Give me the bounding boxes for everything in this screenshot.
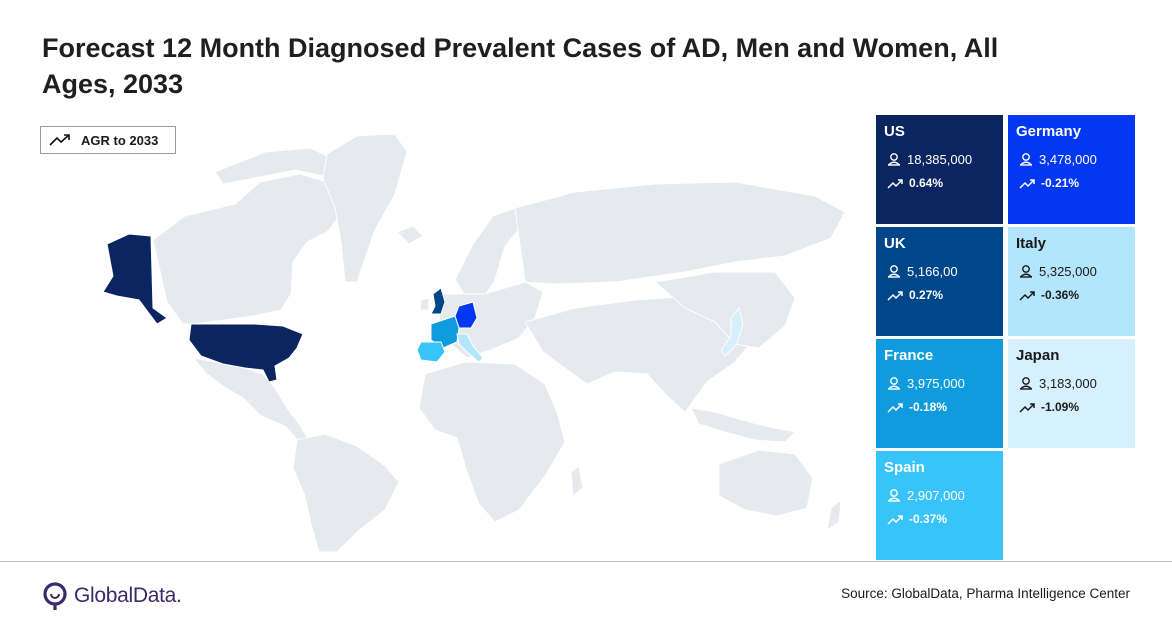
agr-row: -0.36% [1019,285,1135,305]
map-uk [430,287,446,315]
agr-value: -0.18% [909,400,948,414]
trend-up-icon [887,514,903,525]
cases-value: 3,183,000 [1039,375,1097,391]
country-tile-us: US 18,385,000 0.64% [876,115,1003,224]
cases-value: 5,166,00 [907,263,958,279]
logo-text: GlobalData. [74,584,182,607]
agr-row: 0.64% [887,173,1003,193]
cases-row: 3,975,000 [887,373,1003,393]
trend-up-icon [887,178,903,189]
map-italy [456,333,484,363]
cases-value: 5,325,000 [1039,263,1097,279]
southeast-asia [690,407,797,443]
trend-up-icon [887,402,903,413]
cases-row: 5,325,000 [1019,261,1135,281]
trend-up-icon [1019,402,1035,413]
agr-row: -0.37% [887,509,1003,529]
russia [514,181,846,285]
country-tile-japan: Japan 3,183,000 -1.09% [1008,339,1135,448]
cases-row: 3,478,000 [1019,149,1135,169]
cases-value: 18,385,000 [907,151,973,167]
new-zealand [826,498,842,532]
map-us [188,323,304,383]
country-name: Germany [1016,123,1082,140]
person-icon [1020,377,1032,390]
east-asia [653,271,796,349]
agr-row: -0.21% [1019,173,1135,193]
map-alaska [102,233,168,325]
cases-value: 3,478,000 [1039,151,1097,167]
agr-row: -0.18% [887,397,1003,417]
greenland [322,133,408,283]
world-map [102,133,846,552]
africa [418,361,566,523]
country-tile-france: France 3,975,000 -0.18% [876,339,1003,448]
cases-row: 3,183,000 [1019,373,1135,393]
map-ireland [419,297,430,311]
cases-row: 5,166,00 [887,261,1003,281]
country-name: Italy [1016,235,1047,252]
globaldata-logo-icon [43,582,67,610]
madagascar [570,465,584,497]
agr-value: -1.09% [1041,400,1080,414]
country-tile-spain: Spain 2,907,000 -0.37% [876,451,1003,560]
map-france [430,315,460,349]
cases-row: 18,385,000 [887,149,1003,169]
agr-value: 0.64% [909,176,944,190]
person-icon [1020,153,1032,166]
agr-value: -0.21% [1041,176,1080,190]
source-note: Source: GlobalData, Pharma Intelligence … [841,586,1130,601]
trend-up-icon [887,290,903,301]
canada-region [152,173,346,325]
person-icon [888,153,900,166]
country-tile-italy: Italy 5,325,000 -0.36% [1008,227,1135,336]
globaldata-logo: GlobalData. [42,581,182,611]
country-name: UK [884,235,906,252]
agr-value: -0.37% [909,512,948,526]
footer-divider [0,561,1172,562]
country-tile-uk: UK 5,166,00 0.27% [876,227,1003,336]
south-america [292,433,400,552]
person-icon [888,377,900,390]
country-name: US [884,123,905,140]
asia-central-south [524,295,756,413]
trend-up-icon [1019,290,1035,301]
person-icon [1020,265,1032,278]
legend-label: AGR to 2033 [81,132,159,148]
iceland [396,225,424,245]
map-spain [416,341,446,363]
country-name: Japan [1016,347,1060,364]
cases-value: 2,907,000 [907,487,965,503]
agr-value: -0.36% [1041,288,1080,302]
person-icon [888,489,900,502]
cases-row: 2,907,000 [887,485,1003,505]
agr-value: 0.27% [909,288,944,302]
map-japan [720,306,744,357]
mexico-central-america [191,357,310,445]
person-icon [888,265,900,278]
page-title: Forecast 12 Month Diagnosed Prevalent Ca… [42,33,999,99]
australia [718,449,814,517]
cases-value: 3,975,000 [907,375,965,391]
trend-up-icon [49,134,70,146]
legend: AGR to 2033 [40,126,176,154]
agr-row: -1.09% [1019,397,1135,417]
country-name: Spain [884,459,925,476]
agr-row: 0.27% [887,285,1003,305]
trend-up-icon [1019,178,1035,189]
country-name: France [884,347,934,364]
country-tile-germany: Germany 3,478,000 -0.21% [1008,115,1135,224]
